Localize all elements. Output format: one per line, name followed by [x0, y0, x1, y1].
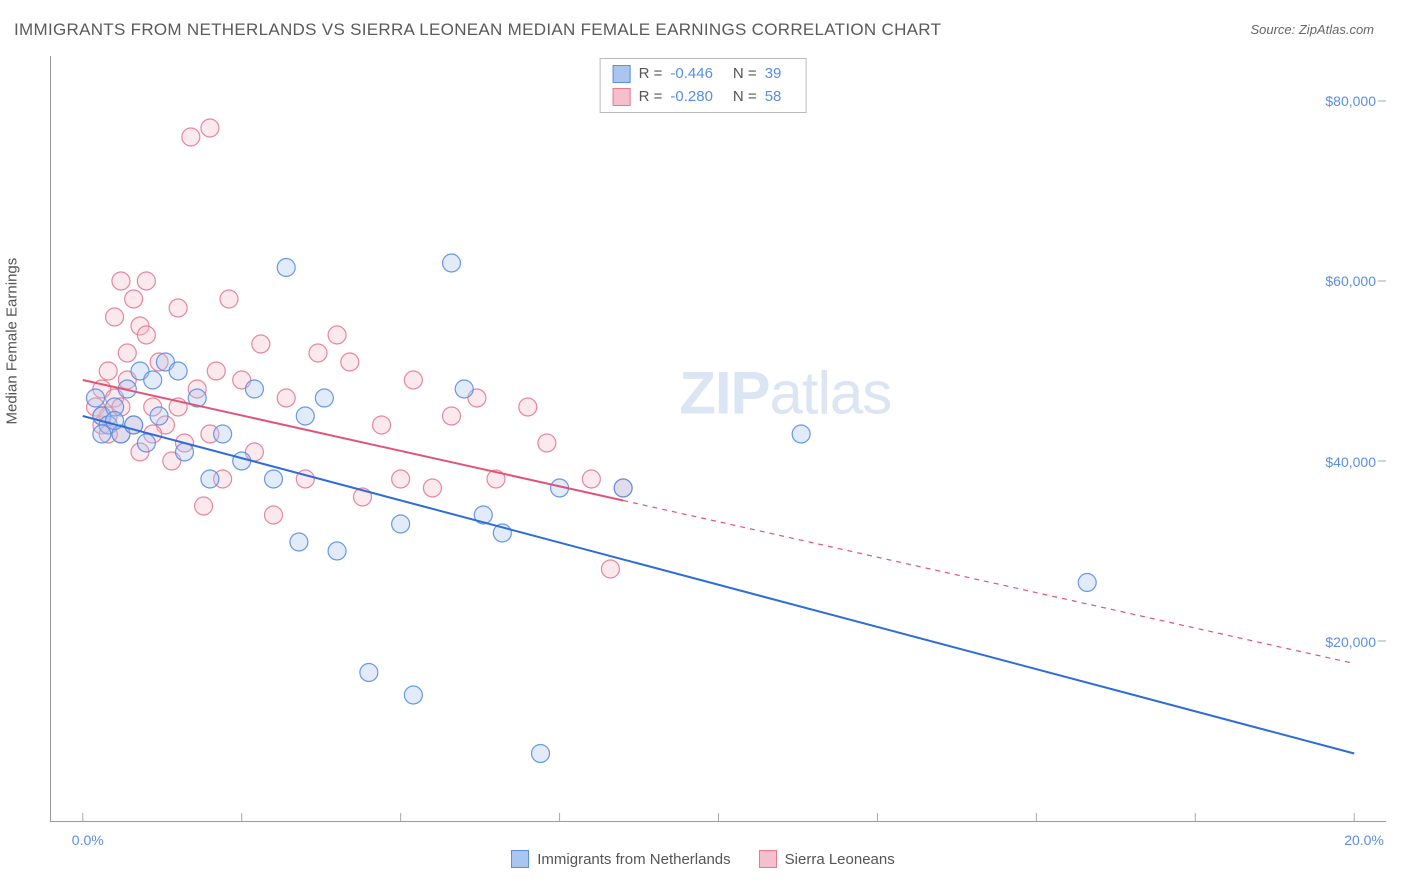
y-tick-label: $20,000: [1325, 634, 1376, 650]
scatter-svg: [51, 56, 1386, 821]
stat-row: R = -0.280 N = 58: [613, 86, 794, 109]
series-legend: Immigrants from Netherlands Sierra Leonea…: [0, 850, 1406, 868]
legend-swatch: [613, 65, 631, 83]
n-label: N =: [733, 63, 757, 86]
legend-item: Sierra Leoneans: [759, 850, 895, 868]
legend-label: Immigrants from Netherlands: [537, 851, 730, 868]
legend-swatch: [759, 850, 777, 868]
legend-swatch: [511, 850, 529, 868]
y-axis-label: Median Female Earnings: [4, 258, 21, 425]
r-label: R =: [639, 63, 663, 86]
n-value: 39: [765, 63, 782, 86]
n-label: N =: [733, 86, 757, 109]
y-tick-label: $80,000: [1325, 93, 1376, 109]
source-attribution: Source: ZipAtlas.com: [1250, 22, 1374, 37]
chart-title: IMMIGRANTS FROM NETHERLANDS VS SIERRA LE…: [14, 20, 941, 40]
stat-row: R = -0.446 N = 39: [613, 63, 794, 86]
x-tick-label: 0.0%: [72, 832, 104, 848]
correlation-stats-legend: R = -0.446 N = 39 R = -0.280 N = 58: [600, 58, 807, 113]
legend-item: Immigrants from Netherlands: [511, 850, 730, 868]
r-value: -0.280: [670, 86, 713, 109]
r-label: R =: [639, 86, 663, 109]
n-value: 58: [765, 86, 782, 109]
x-tick-label: 20.0%: [1344, 832, 1384, 848]
r-value: -0.446: [670, 63, 713, 86]
legend-swatch: [613, 88, 631, 106]
y-tick-label: $40,000: [1325, 454, 1376, 470]
legend-label: Sierra Leoneans: [785, 851, 895, 868]
plot-area: ZIPatlas: [50, 56, 1386, 822]
y-tick-label: $60,000: [1325, 273, 1376, 289]
